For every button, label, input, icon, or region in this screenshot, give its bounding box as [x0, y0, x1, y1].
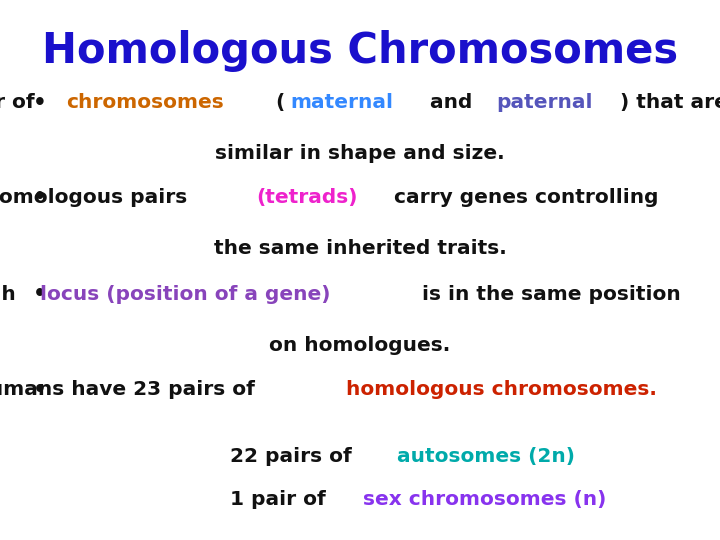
Text: •: •: [32, 284, 47, 305]
Text: homologous chromosomes.: homologous chromosomes.: [346, 380, 657, 400]
Text: 1 pair of: 1 pair of: [230, 490, 333, 509]
Text: (: (: [269, 93, 286, 112]
Text: Humans have 23 pairs of: Humans have 23 pairs of: [0, 380, 262, 400]
Text: on homologues.: on homologues.: [269, 336, 451, 355]
Text: autosomes (2n): autosomes (2n): [397, 447, 575, 466]
Text: 22 pairs of: 22 pairs of: [230, 447, 359, 466]
Text: carry genes controlling: carry genes controlling: [387, 187, 659, 207]
Text: sex chromosomes (n): sex chromosomes (n): [363, 490, 606, 509]
Text: chromosomes: chromosomes: [66, 93, 223, 112]
Text: similar in shape and size.: similar in shape and size.: [215, 144, 505, 164]
Text: and: and: [423, 93, 480, 112]
Text: Homologous pairs: Homologous pairs: [0, 187, 194, 207]
Text: •: •: [32, 380, 47, 400]
Text: Pair of: Pair of: [0, 93, 42, 112]
Text: the same inherited traits.: the same inherited traits.: [214, 239, 506, 258]
Text: (tetrads): (tetrads): [256, 187, 358, 207]
Text: locus (position of a gene): locus (position of a gene): [40, 285, 330, 304]
Text: •: •: [32, 92, 47, 113]
Text: ) that are: ) that are: [621, 93, 720, 112]
Text: maternal: maternal: [290, 93, 393, 112]
Text: •: •: [32, 187, 47, 207]
Text: is in the same position: is in the same position: [415, 285, 681, 304]
Text: paternal: paternal: [496, 93, 593, 112]
Text: Homologous Chromosomes: Homologous Chromosomes: [42, 30, 678, 72]
Text: Each: Each: [0, 285, 23, 304]
